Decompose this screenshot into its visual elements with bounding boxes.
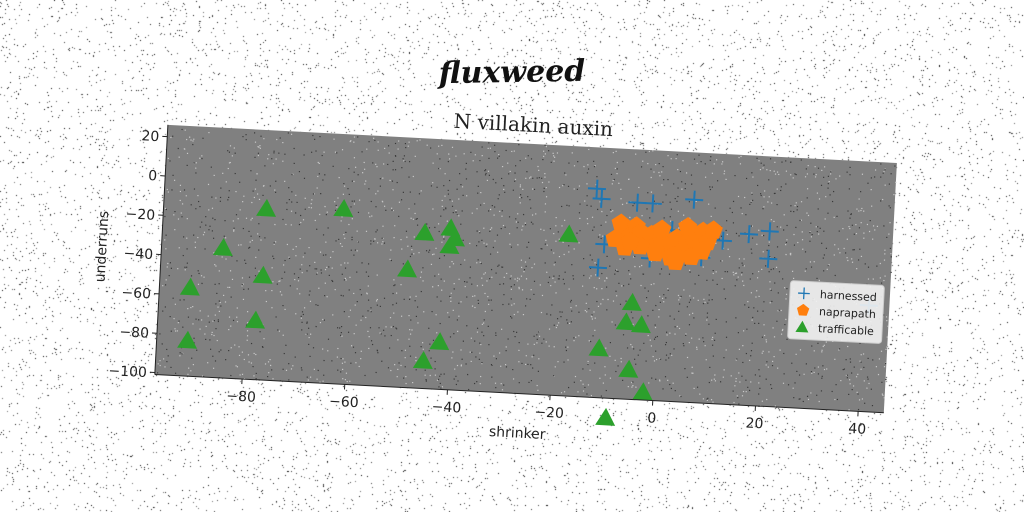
y-tick-label: −60 [121,285,151,303]
legend-marker-trafficable [795,320,809,333]
point-trafficable [245,310,266,329]
legend-label: harnessed [820,288,878,304]
plot-area [154,124,897,413]
legend-label: naprapath [819,305,877,321]
x-tick-label: −60 [329,394,359,412]
legend-box [787,280,885,344]
legend-label: trafficable [818,322,875,338]
point-harnessed [760,222,779,241]
point-harnessed [592,189,611,208]
legend-marker-naprapath [796,303,810,316]
point-harnessed [713,231,732,250]
point-trafficable [621,292,642,311]
point-trafficable [429,332,450,351]
point-trafficable [615,312,636,331]
point-harnessed [628,193,647,212]
point-harnessed [739,225,759,244]
x-tick-label: 20 [745,415,764,432]
x-axis-label: shrinker [488,424,546,443]
point-trafficable [333,198,354,217]
point-naprapath [652,219,672,238]
y-tick-label: −40 [123,246,153,264]
point-naprapath [678,216,698,236]
point-naprapath [692,241,712,260]
y-tick-label: 20 [141,128,160,145]
point-naprapath [620,231,640,251]
point-naprapath [703,220,723,239]
point-trafficable [558,224,579,243]
point-trafficable [412,350,433,369]
x-tick-label: −40 [431,399,461,417]
point-harnessed [643,194,662,213]
x-axis-line [154,373,884,414]
y-tick-label: −100 [108,363,147,381]
point-trafficable [588,338,609,357]
point-trafficable [630,315,651,334]
point-trafficable [252,265,273,284]
chart-title: N villakin auxin [453,109,614,141]
x-tick-label: 40 [848,421,867,438]
point-trafficable [256,198,277,217]
y-tick-label: −80 [119,324,149,342]
point-trafficable [439,236,460,255]
point-harnessed [685,190,704,209]
point-trafficable [177,330,198,349]
data-marks [177,179,878,426]
point-harnessed [588,258,608,277]
series-naprapath [605,213,723,271]
point-naprapath [666,251,686,271]
point-trafficable [632,382,653,401]
point-trafficable [179,277,200,296]
point-harnessed [587,179,607,198]
point-trafficable [212,237,233,256]
point-naprapath [646,242,666,262]
point-trafficable [595,407,616,426]
point-trafficable [618,359,639,378]
series-trafficable [177,198,653,426]
x-axis: −80 −60 −40 −20 0 20 40 [154,373,884,438]
y-axis-label: underruns [93,210,113,282]
x-tick-label: −80 [226,388,256,406]
x-tick-label: 0 [647,410,657,426]
point-trafficable [414,222,435,241]
point-harnessed [759,249,778,268]
y-tick-label: 0 [148,168,158,184]
y-axis: 20 0 −20 −40 −60 −80 −100 [108,124,169,381]
legend-marker-harnessed [798,287,810,300]
x-tick-label: −20 [534,404,564,422]
y-tick-label: −20 [125,206,155,224]
point-trafficable [397,259,418,278]
